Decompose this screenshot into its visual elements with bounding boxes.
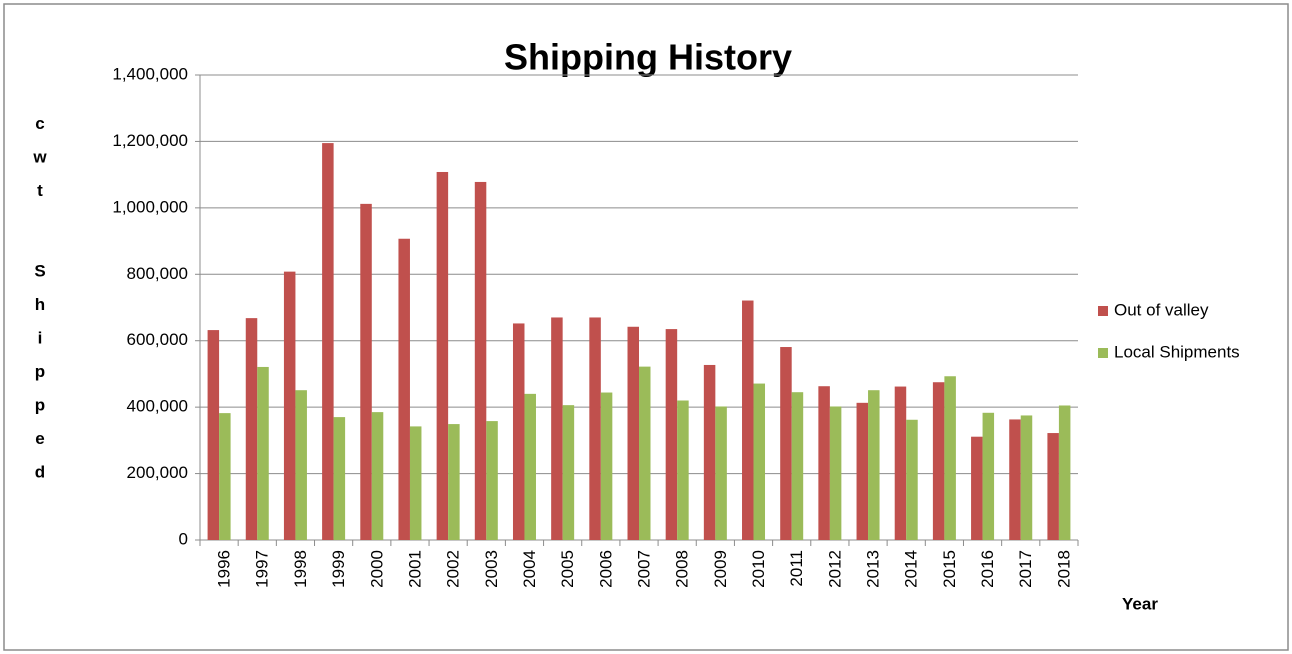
bar bbox=[589, 317, 601, 540]
bar bbox=[703, 364, 716, 540]
x-tick-label: 2008 bbox=[673, 550, 692, 588]
bar bbox=[371, 412, 384, 540]
bar bbox=[944, 376, 956, 540]
bar bbox=[639, 366, 651, 540]
bar bbox=[257, 366, 269, 540]
x-tick-label: 2003 bbox=[482, 550, 501, 588]
legend-swatch bbox=[1098, 348, 1108, 358]
bar bbox=[524, 393, 536, 540]
x-tick-label: 2002 bbox=[444, 550, 463, 588]
y-tick-label: 1,200,000 bbox=[112, 131, 188, 150]
y-tick-label: 0 bbox=[179, 529, 188, 548]
bar bbox=[322, 143, 334, 540]
y-tick-label: 1,000,000 bbox=[112, 197, 188, 216]
chart-border bbox=[3, 3, 1289, 651]
bar bbox=[360, 203, 372, 540]
x-axis-label: Year bbox=[1122, 594, 1158, 613]
bar bbox=[600, 392, 613, 540]
legend-label: Local Shipments bbox=[1114, 342, 1240, 361]
bar bbox=[436, 171, 449, 540]
x-tick-label: 2004 bbox=[520, 550, 539, 588]
bar bbox=[1047, 433, 1059, 540]
bar bbox=[791, 392, 804, 540]
bar bbox=[512, 323, 525, 540]
x-tick-label: 2013 bbox=[864, 550, 883, 588]
bar bbox=[715, 406, 727, 540]
x-tick-label: 1996 bbox=[215, 550, 234, 588]
y-tick-label: 200,000 bbox=[127, 463, 188, 482]
bar bbox=[665, 329, 678, 540]
bar bbox=[551, 317, 563, 540]
bar bbox=[295, 390, 307, 540]
bar bbox=[245, 318, 258, 540]
bar bbox=[818, 386, 830, 540]
bar bbox=[753, 383, 766, 540]
bar bbox=[409, 426, 422, 540]
x-tick-label: 2009 bbox=[711, 550, 730, 588]
bar bbox=[971, 436, 983, 540]
bar bbox=[448, 424, 460, 540]
x-tick-label: 2010 bbox=[749, 550, 768, 588]
x-tick-label: 2017 bbox=[1016, 550, 1035, 588]
bar bbox=[894, 386, 907, 540]
bar bbox=[398, 238, 410, 540]
y-tick-label: 600,000 bbox=[127, 330, 188, 349]
x-tick-label: 2005 bbox=[558, 550, 577, 588]
y-tick-label: 400,000 bbox=[127, 397, 188, 416]
bar bbox=[1020, 415, 1033, 540]
bar bbox=[780, 347, 792, 540]
x-tick-label: 1999 bbox=[329, 550, 348, 588]
bar bbox=[856, 402, 869, 540]
y-tick-label: 1,400,000 bbox=[112, 64, 188, 83]
bar bbox=[932, 382, 945, 540]
bar bbox=[562, 405, 575, 540]
x-tick-label: 2018 bbox=[1054, 550, 1073, 588]
x-tick-label: 2006 bbox=[596, 550, 615, 588]
x-tick-label: 2007 bbox=[634, 550, 653, 588]
bar bbox=[627, 326, 639, 540]
x-tick-label: 1998 bbox=[291, 550, 310, 588]
bar bbox=[1058, 405, 1071, 540]
y-tick-label: 800,000 bbox=[127, 264, 188, 283]
legend-swatch bbox=[1098, 306, 1108, 316]
bar bbox=[283, 271, 296, 540]
x-tick-label: 2014 bbox=[902, 550, 921, 588]
x-tick-label: 2011 bbox=[787, 550, 806, 587]
bar bbox=[207, 330, 220, 540]
x-tick-label: 1997 bbox=[253, 550, 272, 588]
bar bbox=[982, 412, 995, 540]
bar bbox=[219, 413, 231, 540]
bar bbox=[906, 419, 918, 540]
x-tick-label: 2001 bbox=[405, 550, 424, 588]
x-tick-label: 2016 bbox=[978, 550, 997, 588]
legend-label: Out of valley bbox=[1114, 300, 1209, 319]
bar bbox=[829, 406, 842, 540]
x-tick-label: 2000 bbox=[367, 550, 386, 588]
bar bbox=[333, 417, 346, 540]
bar bbox=[742, 300, 754, 540]
x-tick-label: 2012 bbox=[825, 550, 844, 588]
bar bbox=[474, 181, 487, 540]
bar bbox=[1009, 419, 1021, 540]
bar bbox=[486, 421, 498, 540]
x-tick-label: 2015 bbox=[940, 550, 959, 588]
bar bbox=[868, 390, 880, 540]
chart-title: Shipping History bbox=[504, 37, 792, 78]
bar bbox=[677, 400, 689, 540]
